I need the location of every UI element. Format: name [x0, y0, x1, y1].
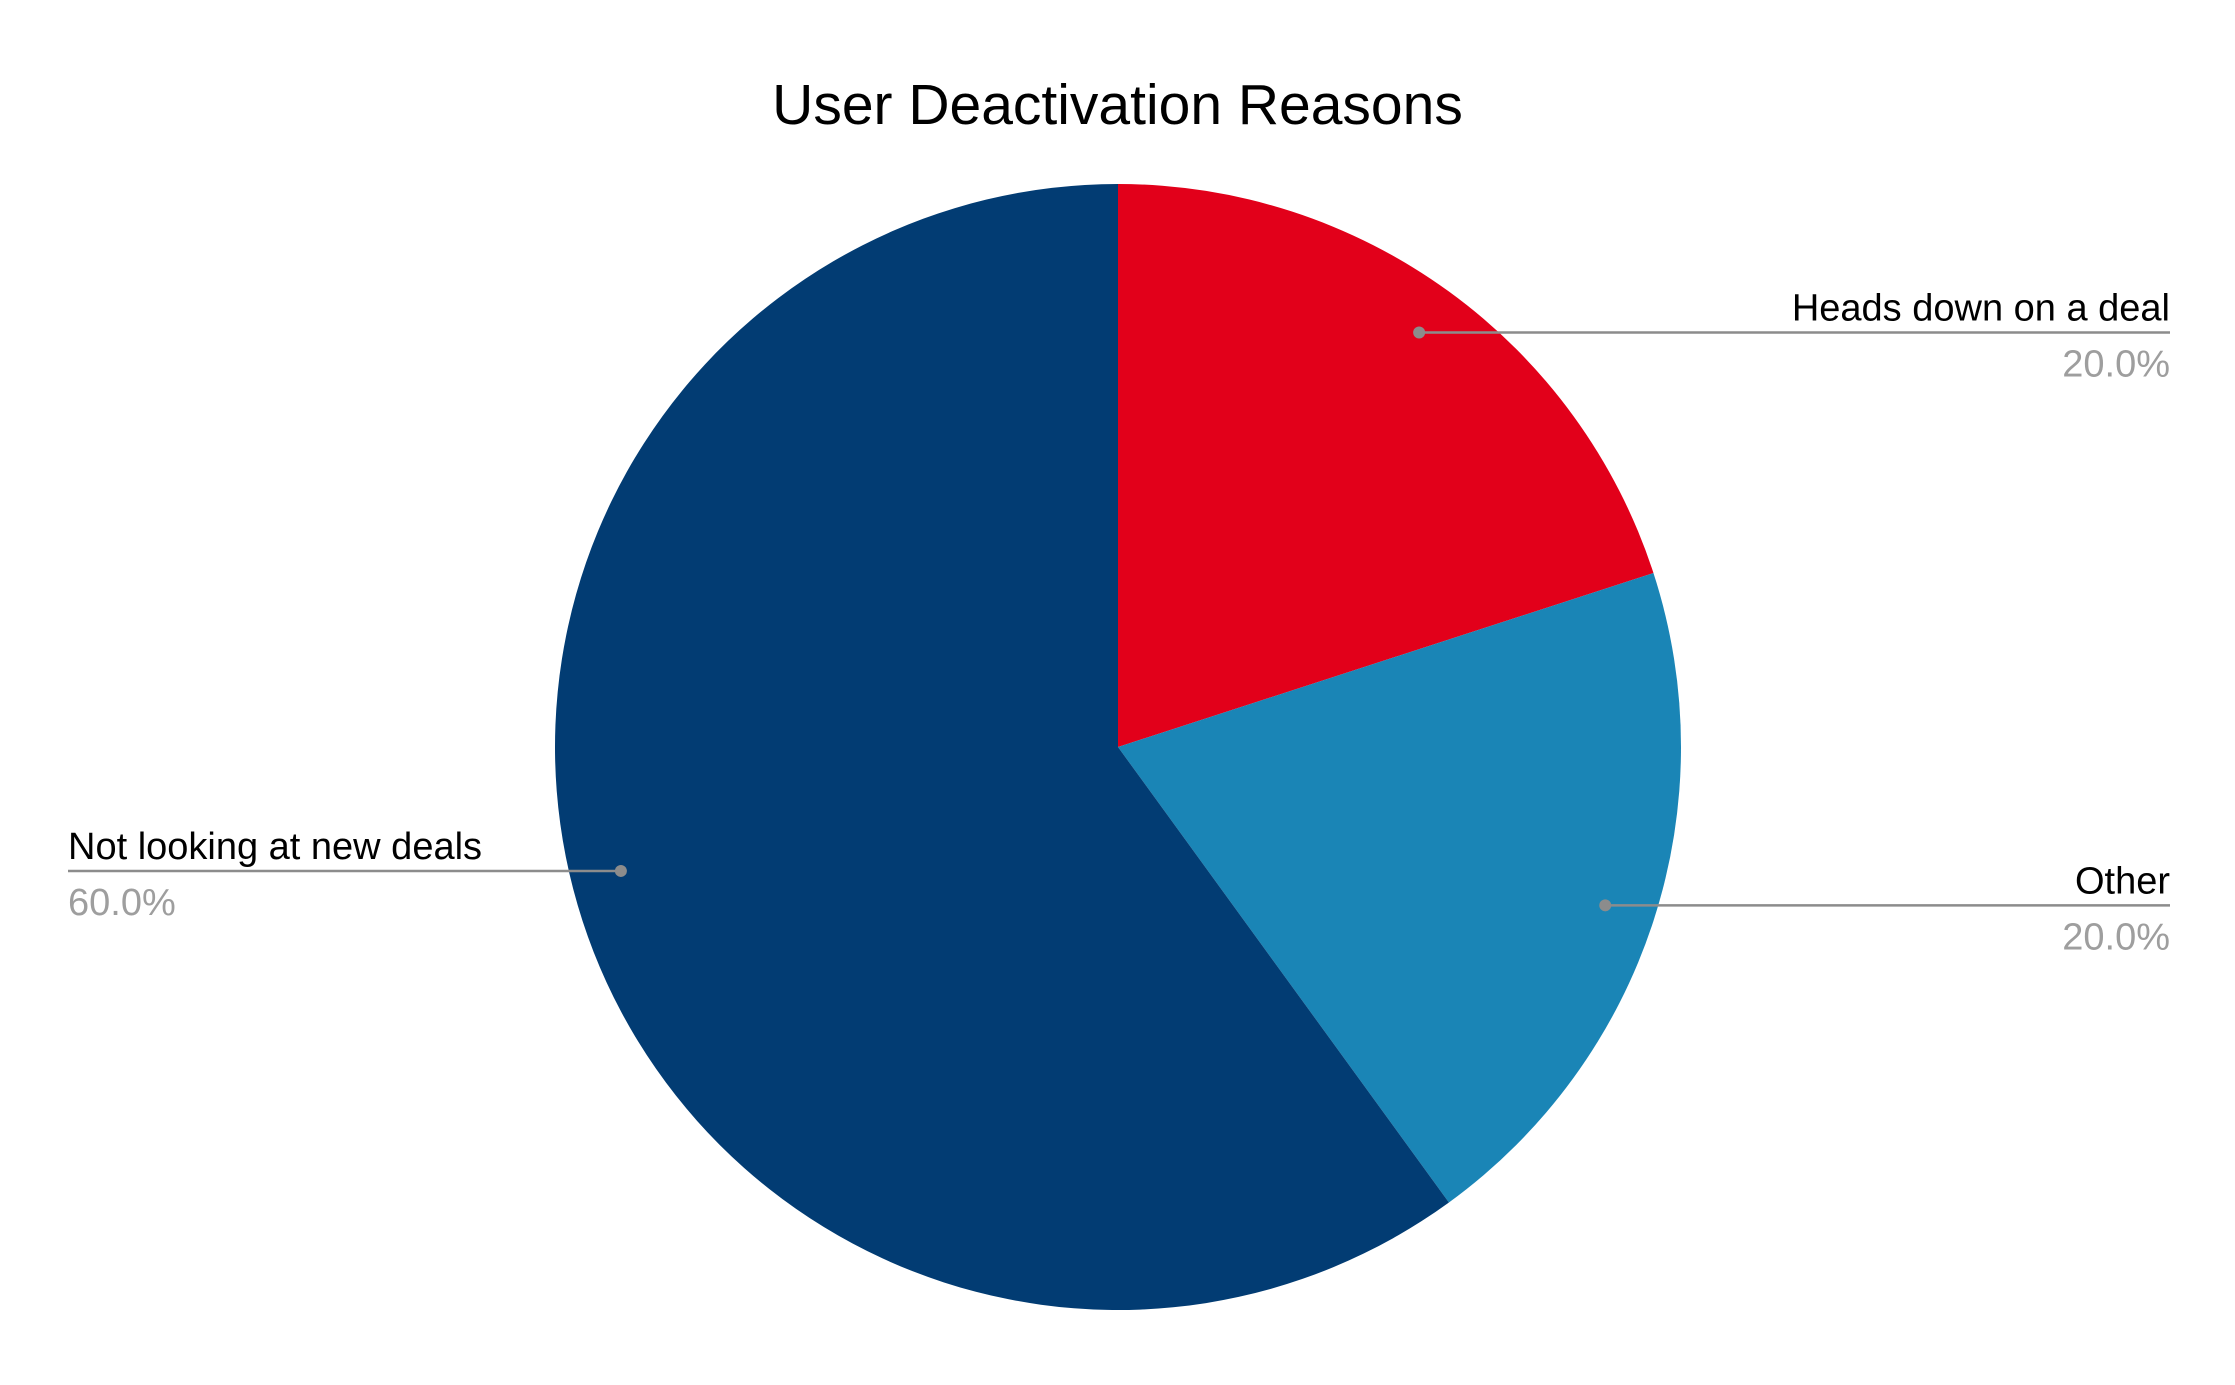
slice-percent-heads-down-on-a-deal: 20.0% — [2062, 344, 2170, 386]
pie-slice-other — [1118, 573, 1681, 1203]
slices-layer — [554, 184, 1681, 1311]
leader-dot-not-looking-at-new-deals — [614, 864, 627, 877]
slice-percent-not-looking-at-new-deals: 60.0% — [68, 882, 176, 924]
chart-title: User Deactivation Reasons — [772, 73, 1463, 137]
slice-label-other: Other — [2075, 860, 2170, 902]
slice-label-not-looking-at-new-deals: Not looking at new deals — [68, 826, 482, 868]
slice-label-heads-down-on-a-deal: Heads down on a deal — [1792, 288, 2170, 330]
leader-dot-other — [1599, 899, 1612, 912]
slice-percent-other: 20.0% — [2062, 916, 2170, 958]
pie-slice-not-looking-at-new-deals — [554, 184, 1449, 1311]
labels-layer: Heads down on a deal 20.0% Other 20.0% Not l… — [68, 288, 2170, 958]
pie-slice-heads-down-on-a-deal — [1118, 184, 1654, 747]
leader-dot-heads-down-on-a-deal — [1413, 326, 1426, 339]
